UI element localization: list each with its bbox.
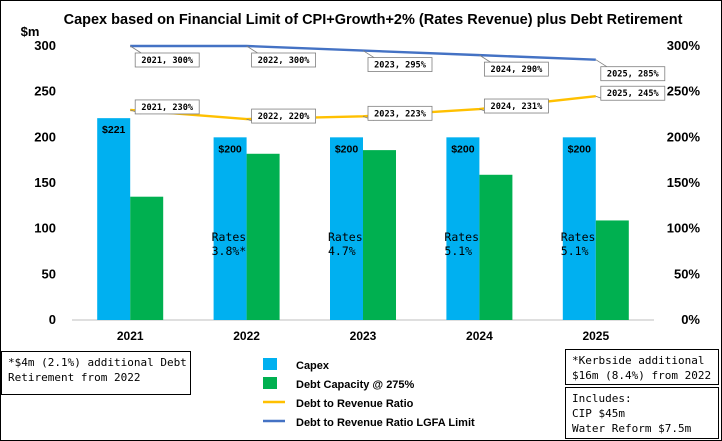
line-value-label: 2021, 230%: [141, 103, 194, 113]
rates-annotation-line: 3.8%*: [212, 244, 247, 258]
rates-annotation: Rates 3.8%*: [212, 230, 247, 258]
y2-tick-label: 0%: [681, 312, 700, 327]
y2-tick-label: 50%: [674, 266, 700, 281]
rates-annotation-line: 5.1%: [444, 244, 472, 258]
legend-swatch: [263, 377, 277, 389]
legend: Capex Debt Capacity @ 275% Debt to Revenue…: [263, 358, 475, 429]
callout-leader: [362, 50, 375, 58]
line-value-label: 2024, 290%: [491, 65, 544, 75]
bars: [97, 118, 629, 320]
rates-annotation-line: Rates: [444, 230, 479, 244]
y2-tick-label: 300%: [667, 38, 701, 53]
callout-box: [483, 61, 549, 77]
x-tick-label: 2021: [117, 329, 144, 343]
callout-box: [134, 52, 200, 68]
y-tick-label: 100: [34, 221, 56, 236]
bar-capex: [97, 118, 131, 320]
callout-box: [134, 99, 200, 115]
y-tick-label: 300: [34, 38, 56, 53]
line-value-label: 2025, 285%: [607, 70, 660, 80]
legend-label: Debt to Revenue Ratio: [296, 398, 414, 410]
bar-debt-capacity: [130, 196, 164, 320]
callout-box: [483, 98, 549, 114]
callout-box: [367, 57, 433, 72]
line-value-label: 2021, 300%: [141, 56, 194, 66]
rates-annotation-line: 4.7%: [328, 244, 356, 258]
axes: 0 50 100 150 200 250 300 0% 50% 100% 150% 200% 250% 3…: [34, 38, 700, 343]
y-tick-label: 50: [42, 266, 56, 281]
callout-box: [600, 85, 666, 101]
y-tick-label: 150: [34, 175, 56, 190]
note-kerbside: *Kerbside additional $16m (8.4%) from 20…: [565, 349, 719, 385]
callout-box: [251, 52, 317, 68]
y2-tick-label: 100%: [667, 221, 701, 236]
bar-debt-capacity: [479, 174, 513, 320]
rates-annotation-line: Rates: [212, 230, 247, 244]
legend-label: Debt to Revenue Ratio LGFA Limit: [296, 417, 475, 429]
rates-annotation: Rates 5.1%: [444, 230, 479, 258]
capex-value-label: $200: [568, 143, 592, 155]
y2-tick-label: 150%: [667, 175, 701, 190]
x-tick-label: 2023: [350, 329, 377, 343]
line-value-label: 2023, 223%: [374, 109, 427, 119]
capex-value-label: $200: [218, 143, 242, 155]
rates-annotation: Rates 4.7%: [328, 230, 363, 258]
capex-value-label: $200: [335, 143, 359, 155]
y-tick-label: 250: [34, 84, 56, 99]
capex-value-label: $221: [102, 124, 126, 136]
rates-annotation: Rates 5.1%: [561, 230, 596, 258]
bar-debt-capacity: [363, 150, 396, 320]
y-axis-unit-label: $m: [21, 24, 40, 39]
callout-box: [367, 105, 433, 121]
line-value-label: 2023, 295%: [374, 61, 427, 71]
legend-label: Debt Capacity @ 275%: [296, 379, 415, 391]
callout-box: [251, 108, 317, 124]
rates-annotation-line: 5.1%: [561, 244, 589, 258]
bar-debt-capacity: [595, 220, 629, 320]
callout-leader: [246, 45, 258, 54]
callout-leader: [479, 54, 491, 63]
x-tick-label: 2025: [582, 329, 609, 343]
y-tick-label: 200: [34, 129, 56, 144]
note-includes: Includes: CIP $45m Water Reform $7.5m: [565, 387, 719, 439]
rates-annotation-line: Rates: [328, 230, 363, 244]
chart-title: Capex based on Financial Limit of CPI+Gr…: [64, 12, 683, 28]
line-value-label: 2024, 231%: [491, 102, 544, 112]
line-value-label: 2022, 220%: [258, 112, 311, 122]
legend-swatch: [263, 358, 277, 370]
callout-leader: [595, 59, 608, 68]
bar-capex: [213, 137, 247, 320]
x-tick-label: 2024: [466, 329, 493, 343]
legend-label: Capex: [296, 360, 330, 372]
bar-capex: [562, 137, 596, 320]
y2-tick-label: 200%: [667, 129, 701, 144]
bar-capex: [330, 137, 363, 320]
line-value-label: 2025, 245%: [607, 89, 660, 99]
rates-annotation-line: Rates: [561, 230, 596, 244]
y2-tick-label: 250%: [667, 84, 701, 99]
lgfa-limit-line: [130, 44, 596, 61]
bar-debt-capacity: [246, 153, 280, 320]
line-value-label: 2022, 300%: [258, 56, 311, 66]
callout-box: [600, 66, 666, 82]
callout-leader: [129, 45, 142, 54]
x-tick-label: 2022: [233, 329, 260, 343]
y-tick-label: 0: [49, 312, 56, 327]
bar-capex: [446, 137, 480, 320]
note-debt-retirement: *$4m (2.1%) additional Debt Retirement f…: [1, 351, 191, 395]
capex-value-label: $200: [451, 143, 475, 155]
